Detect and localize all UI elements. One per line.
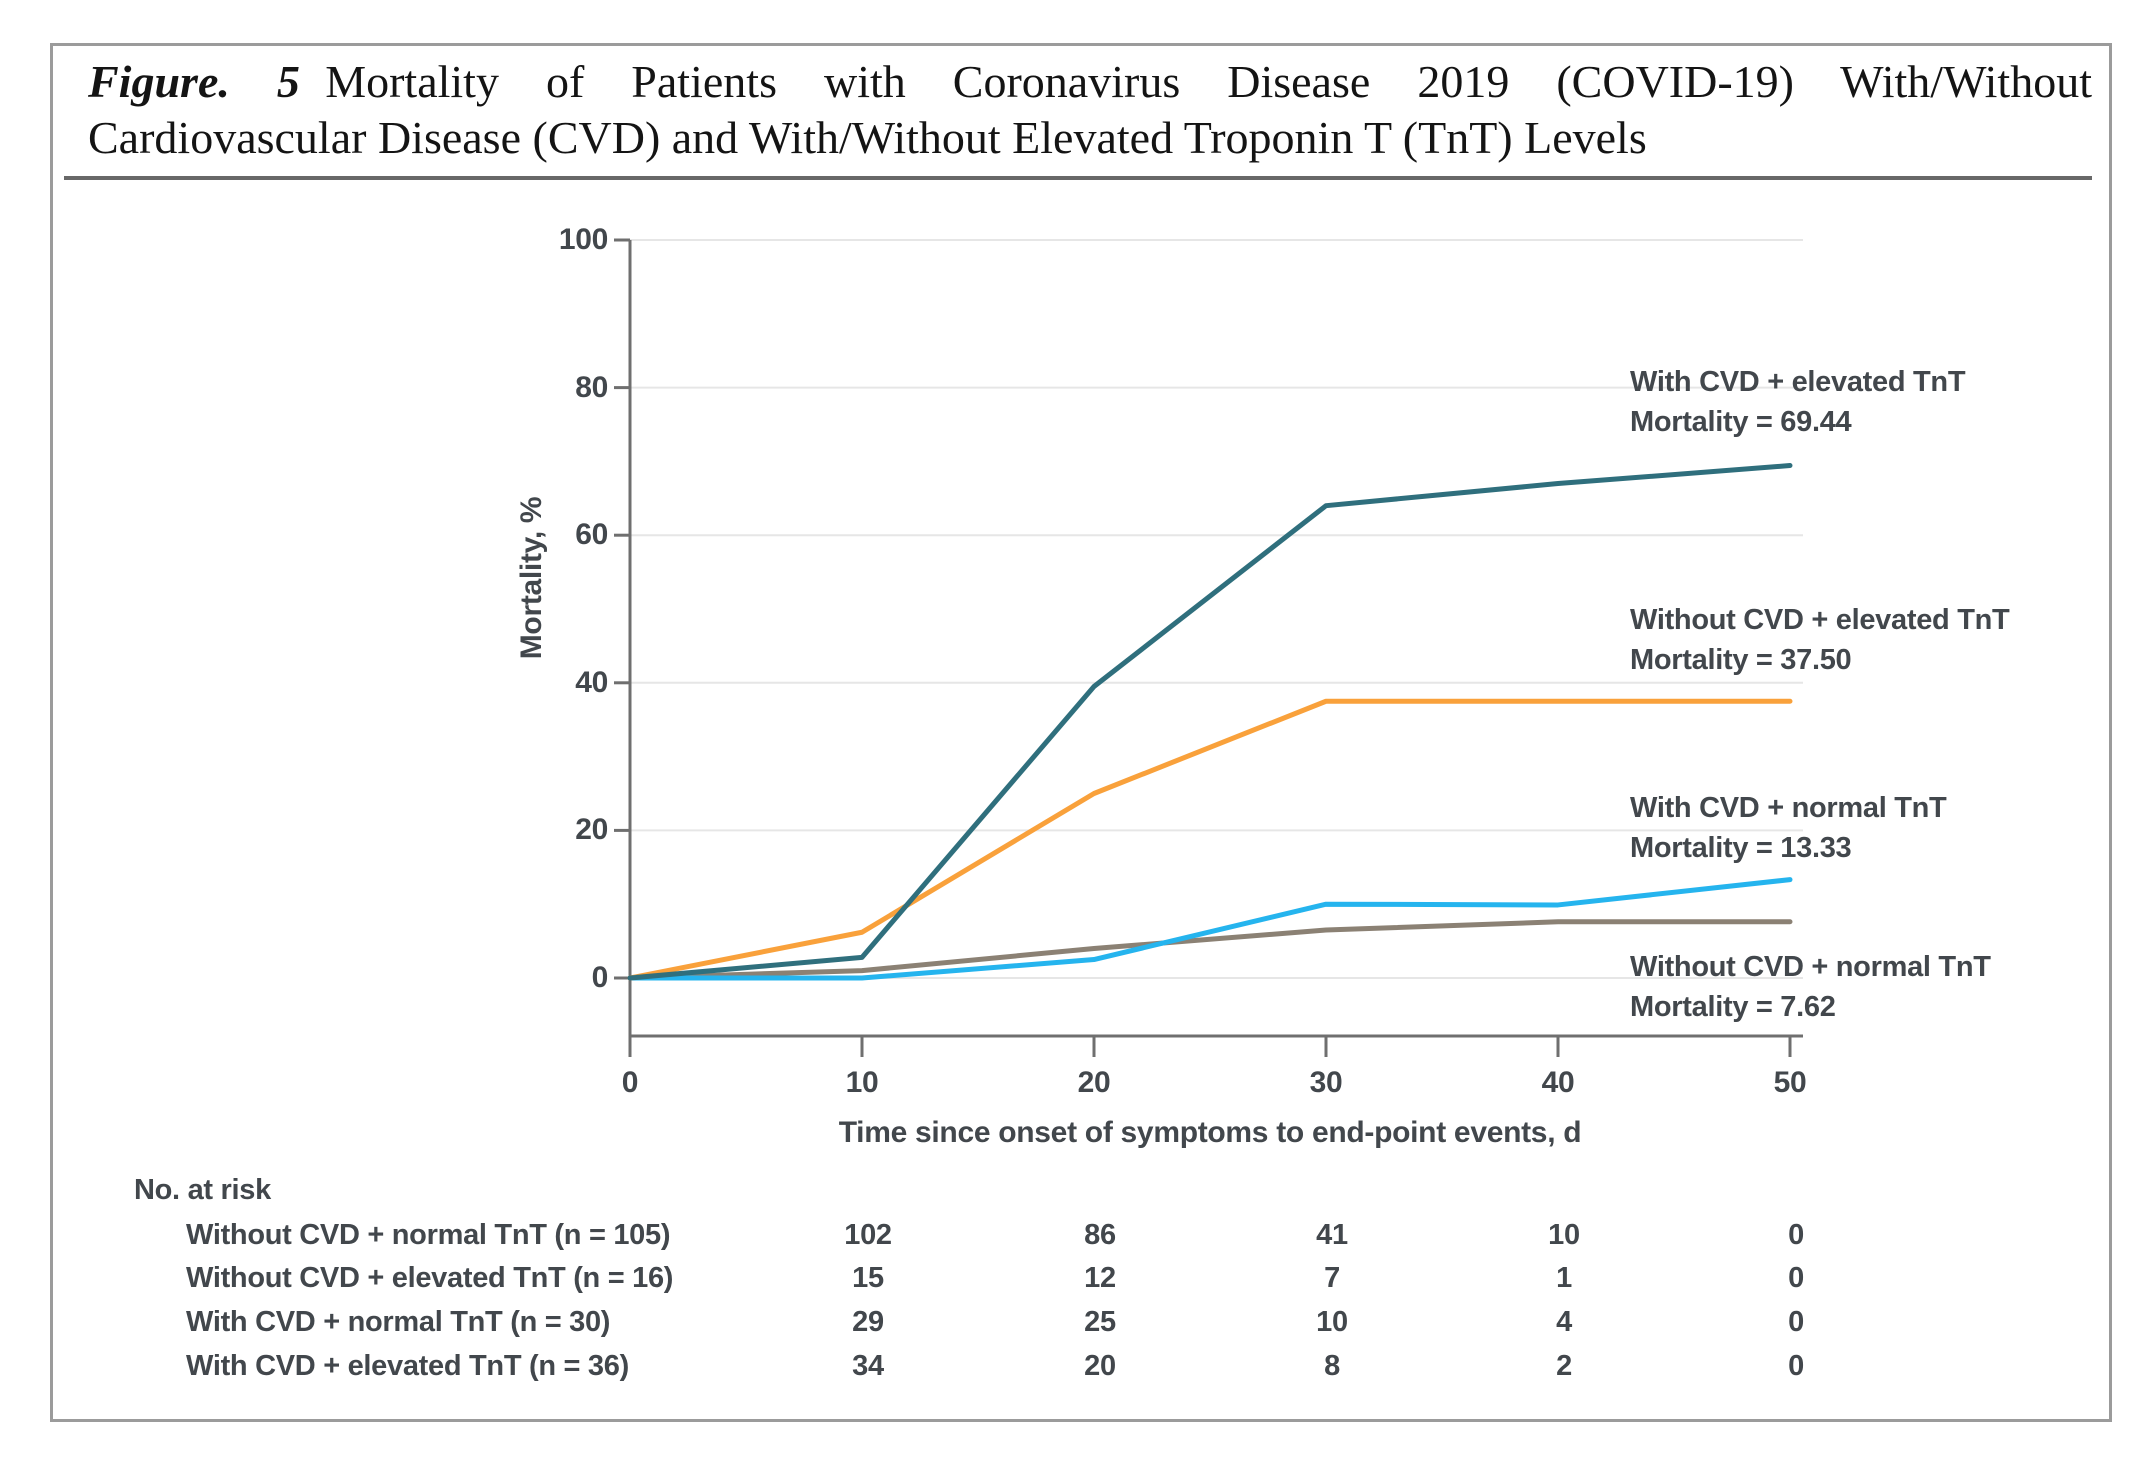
x-axis-title: Time since onset of symptoms to end-poin… <box>838 1116 1582 1149</box>
risk-row-3-value-3: 2 <box>1556 1350 1572 1382</box>
annotation-2-mortality-value: Mortality = 13.33 <box>1630 832 1852 864</box>
annotation-1: Without CVD + elevated TnT Mortality = 37… <box>1630 600 2010 680</box>
annotation-3-series-label: Without CVD + normal TnT <box>1630 951 1991 983</box>
risk-row-1-label: Without CVD + elevated TnT (n = 16) <box>186 1262 674 1294</box>
annotation-0-mortality-value: Mortality = 69.44 <box>1630 406 1852 438</box>
x-tick-label-40: 40 <box>1541 1066 1575 1099</box>
risk-row-2-value-4: 0 <box>1788 1306 1804 1338</box>
figure-title-line2: Cardiovascular Disease (CVD) and With/Wi… <box>88 112 1647 163</box>
risk-row-1-value-3: 1 <box>1556 1262 1572 1294</box>
figure-title: Figure. 5 Mortality of Patients with Coro… <box>88 54 2092 166</box>
risk-row-2-value-0: 29 <box>852 1306 884 1338</box>
x-tick-label-10: 10 <box>845 1066 879 1099</box>
risk-row-1-value-4: 0 <box>1788 1262 1804 1294</box>
series-line-2 <box>627 698 1793 981</box>
annotation-1-mortality-value: Mortality = 37.50 <box>1630 644 1852 676</box>
figure-title-line1: Figure. 5 Mortality of Patients with Coro… <box>88 54 2092 110</box>
annotation-0: With CVD + elevated TnT Mortality = 69.44 <box>1630 362 1966 442</box>
y-tick-label-20: 20 <box>575 813 608 847</box>
x-tick-label-20: 20 <box>1077 1066 1111 1099</box>
figure-number-label: Figure. 5 <box>88 56 300 107</box>
risk-row-2-value-2: 10 <box>1316 1306 1348 1338</box>
risk-row-0-value-2: 41 <box>1316 1219 1348 1251</box>
x-tick-label-30: 30 <box>1309 1066 1343 1099</box>
risk-row-3-value-2: 8 <box>1324 1350 1340 1382</box>
risk-row-0-value-3: 10 <box>1548 1219 1580 1251</box>
figure-border-box <box>50 43 2112 1422</box>
title-divider-rule <box>64 176 2092 180</box>
series-line-0 <box>627 919 1793 981</box>
risk-row-1-value-1: 12 <box>1084 1262 1116 1294</box>
risk-row-0-value-0: 102 <box>844 1219 892 1251</box>
y-tick-label-80: 80 <box>575 370 608 404</box>
risk-row-0-value-1: 86 <box>1084 1219 1116 1251</box>
risk-row-1-value-0: 15 <box>852 1262 884 1294</box>
series-line-1 <box>627 877 1793 981</box>
annotation-1-series-label: Without CVD + elevated TnT <box>1630 604 2010 636</box>
annotation-3-mortality-value: Mortality = 7.62 <box>1630 991 1836 1023</box>
annotation-0-series-label: With CVD + elevated TnT <box>1630 366 1966 398</box>
y-tick-label-40: 40 <box>575 665 608 699</box>
risk-row-2-label: With CVD + normal TnT (n = 30) <box>186 1306 611 1338</box>
risk-row-3-label: With CVD + elevated TnT (n = 36) <box>186 1350 629 1382</box>
series-line-3 <box>627 463 1793 981</box>
risk-row-3-value-4: 0 <box>1788 1350 1804 1382</box>
figure-title-line1-text: Mortality of Patients with Coronavirus D… <box>325 56 2092 107</box>
y-tick-label-60: 60 <box>575 518 608 552</box>
annotation-2-series-label: With CVD + normal TnT <box>1630 792 1947 824</box>
annotation-2: With CVD + normal TnT Mortality = 13.33 <box>1630 788 1947 868</box>
risk-table-header: No. at risk <box>134 1174 271 1206</box>
risk-row-0-value-4: 0 <box>1788 1219 1804 1251</box>
risk-row-2-value-1: 25 <box>1084 1306 1116 1338</box>
risk-row-2-value-3: 4 <box>1556 1306 1572 1338</box>
y-tick-label-100: 100 <box>558 223 608 256</box>
y-tick-label-0: 0 <box>591 961 609 994</box>
risk-row-3-value-0: 34 <box>852 1350 884 1382</box>
annotation-3: Without CVD + normal TnT Mortality = 7.62 <box>1630 947 1991 1027</box>
risk-row-3-value-1: 20 <box>1084 1350 1116 1382</box>
risk-row-1-value-2: 7 <box>1324 1262 1340 1294</box>
risk-row-0-label: Without CVD + normal TnT (n = 105) <box>186 1219 671 1251</box>
x-tick-label-0: 0 <box>621 1066 639 1099</box>
x-tick-label-50: 50 <box>1773 1066 1807 1099</box>
